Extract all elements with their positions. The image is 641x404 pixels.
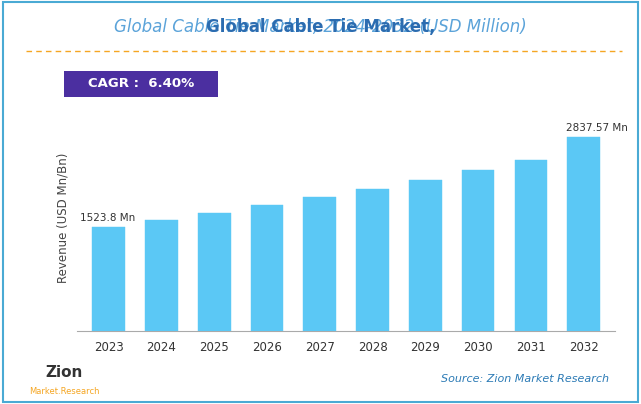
- Text: Source: Zion Market Research: Source: Zion Market Research: [441, 374, 609, 384]
- Bar: [251, 206, 283, 331]
- Text: Global Cable Tie Market, 2024-2032 (USD Million): Global Cable Tie Market, 2024-2032 (USD …: [114, 18, 527, 36]
- Bar: [198, 213, 231, 331]
- Bar: [515, 160, 547, 331]
- Text: 2837.57 Mn: 2837.57 Mn: [566, 123, 628, 133]
- Bar: [567, 137, 600, 331]
- Bar: [409, 180, 442, 331]
- Text: Zion: Zion: [46, 365, 83, 380]
- Bar: [92, 227, 125, 331]
- Y-axis label: Revenue (USD Mn/Bn): Revenue (USD Mn/Bn): [57, 153, 70, 283]
- Bar: [356, 189, 389, 331]
- Text: CAGR :  6.40%: CAGR : 6.40%: [88, 77, 194, 90]
- Bar: [145, 220, 178, 331]
- Text: Market.Research: Market.Research: [29, 387, 99, 396]
- Text: Global Cable Tie Market,: Global Cable Tie Market,: [206, 18, 435, 36]
- Bar: [462, 170, 494, 331]
- Bar: [303, 198, 336, 331]
- Text: 1523.8 Mn: 1523.8 Mn: [80, 213, 135, 223]
